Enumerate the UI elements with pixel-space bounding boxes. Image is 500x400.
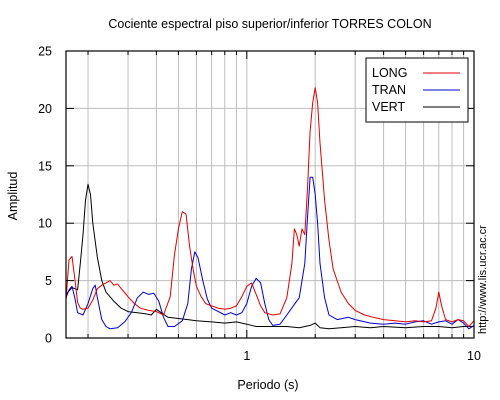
watermark-url: http://www.lis.ucr.ac.cr [477, 225, 489, 334]
tick-labels: 0 5 10 15 20 25 1 10 [38, 45, 481, 364]
legend: LONG TRAN VERT [365, 57, 469, 123]
y-axis-label: Amplitud [6, 172, 20, 221]
legend-label-tran: TRAN [372, 83, 406, 97]
y-tick-label: 15 [38, 159, 52, 173]
chart-title: Cociente espectral piso superior/inferio… [108, 17, 431, 31]
legend-label-long: LONG [372, 66, 407, 80]
series-line-long [65, 87, 475, 327]
x-tick-label: 1 [243, 349, 250, 363]
y-tick-label: 0 [45, 332, 52, 346]
series-layer [65, 87, 475, 330]
y-tick-label: 10 [38, 217, 52, 231]
y-tick-label: 5 [45, 274, 52, 288]
x-axis-label: Periodo (s) [237, 378, 298, 392]
tick-marks [66, 50, 475, 339]
y-tick-label: 20 [38, 102, 52, 116]
series-line-vert [65, 183, 474, 330]
plot-frame [65, 50, 475, 339]
y-tick-label: 25 [38, 45, 52, 59]
series-line-tran [65, 176, 475, 330]
x-tick-label: 10 [467, 349, 481, 363]
legend-label-vert: VERT [372, 100, 405, 114]
